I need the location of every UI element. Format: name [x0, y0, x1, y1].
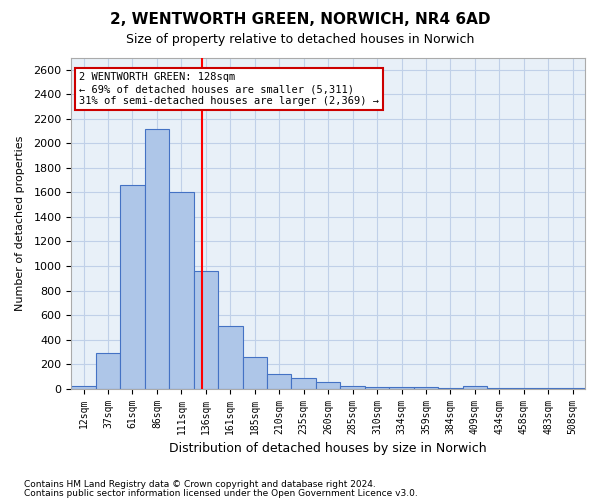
Bar: [169, 192, 194, 388]
Bar: [267, 374, 292, 388]
Text: Contains public sector information licensed under the Open Government Licence v3: Contains public sector information licen…: [24, 489, 418, 498]
Text: 2 WENTWORTH GREEN: 128sqm
← 69% of detached houses are smaller (5,311)
31% of se: 2 WENTWORTH GREEN: 128sqm ← 69% of detac…: [79, 72, 379, 106]
Bar: [194, 271, 218, 388]
Text: Size of property relative to detached houses in Norwich: Size of property relative to detached ho…: [126, 32, 474, 46]
Text: Contains HM Land Registry data © Crown copyright and database right 2024.: Contains HM Land Registry data © Crown c…: [24, 480, 376, 489]
Bar: [316, 382, 340, 388]
Bar: [218, 326, 242, 388]
Bar: [340, 386, 365, 388]
Bar: [120, 185, 145, 388]
X-axis label: Distribution of detached houses by size in Norwich: Distribution of detached houses by size …: [169, 442, 487, 455]
Y-axis label: Number of detached properties: Number of detached properties: [15, 136, 25, 311]
Bar: [71, 386, 96, 388]
Text: 2, WENTWORTH GREEN, NORWICH, NR4 6AD: 2, WENTWORTH GREEN, NORWICH, NR4 6AD: [110, 12, 490, 28]
Bar: [292, 378, 316, 388]
Bar: [96, 353, 120, 388]
Bar: [365, 387, 389, 388]
Bar: [242, 358, 267, 388]
Bar: [463, 386, 487, 388]
Bar: [145, 128, 169, 388]
